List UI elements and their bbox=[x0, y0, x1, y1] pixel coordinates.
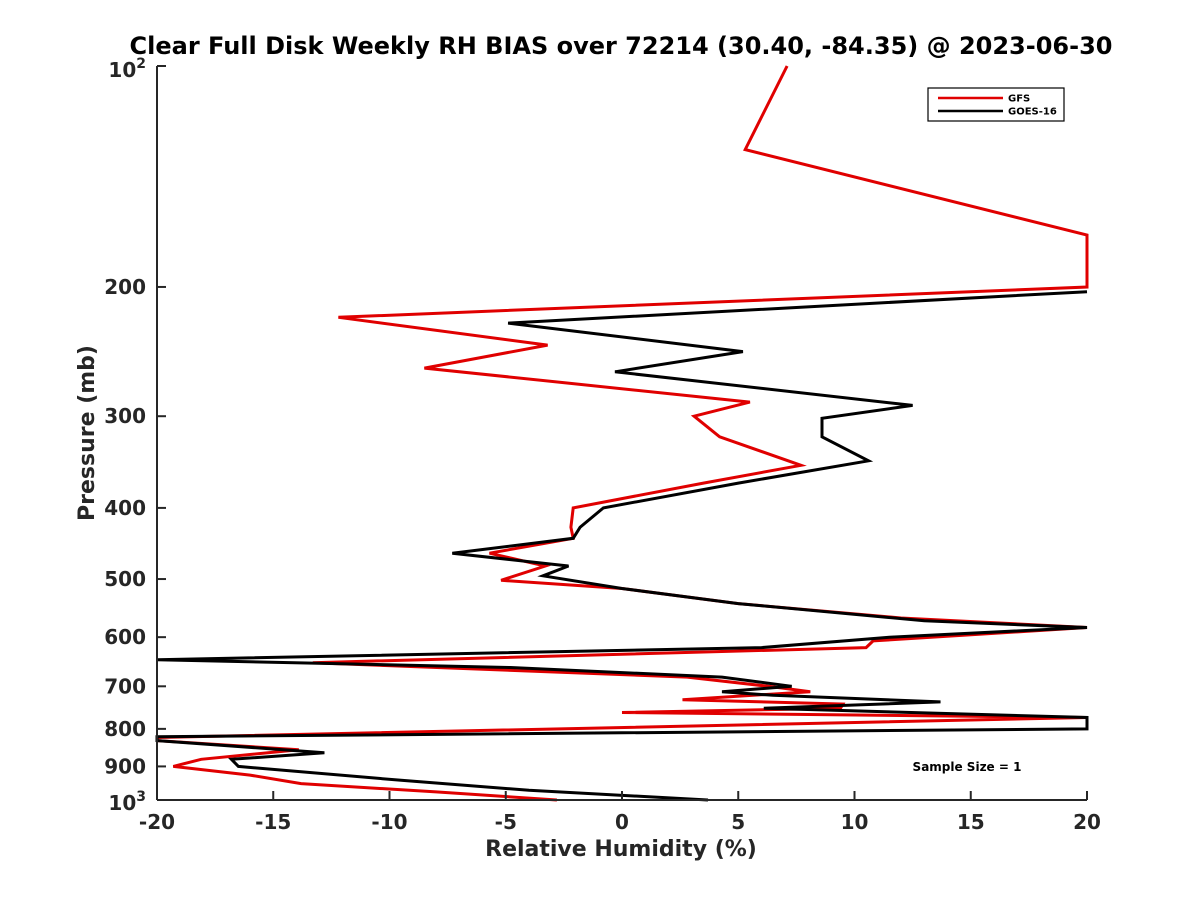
xtick-label: -20 bbox=[139, 810, 175, 834]
ytick-label: 500 bbox=[104, 567, 146, 591]
ytick-label: 300 bbox=[104, 404, 146, 428]
ytick-label: 700 bbox=[104, 674, 146, 698]
ytick-label: 800 bbox=[104, 717, 146, 741]
legend-box bbox=[927, 87, 1065, 122]
xtick-label: 15 bbox=[957, 810, 985, 834]
y-ticks: 200 300 400 500 600 700 800 900 bbox=[104, 65, 166, 801]
xtick-label: -10 bbox=[371, 810, 407, 834]
plot-area bbox=[157, 66, 1087, 800]
ytick-top-base: 10 bbox=[108, 58, 136, 82]
legend-label-gfs: GFS bbox=[1008, 94, 1030, 105]
ytick-label-bottom: 103 bbox=[108, 789, 146, 815]
ytick-label: 900 bbox=[104, 754, 146, 778]
chart-title: Clear Full Disk Weekly RH BIAS over 7221… bbox=[130, 32, 1113, 60]
legend: GFS GOES-16 bbox=[927, 87, 1065, 122]
ytick-label: 400 bbox=[104, 496, 146, 520]
x-axis-label: Relative Humidity (%) bbox=[485, 837, 757, 862]
y-axis-label: Pressure (mb) bbox=[75, 345, 100, 521]
ytick-top-exp: 2 bbox=[136, 56, 146, 72]
xtick-label: -5 bbox=[495, 810, 517, 834]
xtick-label: 10 bbox=[841, 810, 869, 834]
ytick-label: 600 bbox=[104, 625, 146, 649]
legend-label-goes16: GOES-16 bbox=[1008, 107, 1057, 118]
ytick-label-top: 102 bbox=[108, 56, 146, 82]
sample-size-annotation: Sample Size = 1 bbox=[913, 760, 1022, 774]
x-ticks: -20 -15 -10 -5 0 5 10 15 20 bbox=[139, 791, 1101, 834]
xtick-label: 20 bbox=[1073, 810, 1101, 834]
xtick-label: 5 bbox=[731, 810, 745, 834]
xtick-label: -15 bbox=[255, 810, 291, 834]
ytick-bottom-base: 10 bbox=[108, 791, 136, 815]
ytick-label: 200 bbox=[104, 275, 146, 299]
xtick-label: 0 bbox=[615, 810, 629, 834]
ytick-bottom-exp: 3 bbox=[136, 789, 146, 805]
